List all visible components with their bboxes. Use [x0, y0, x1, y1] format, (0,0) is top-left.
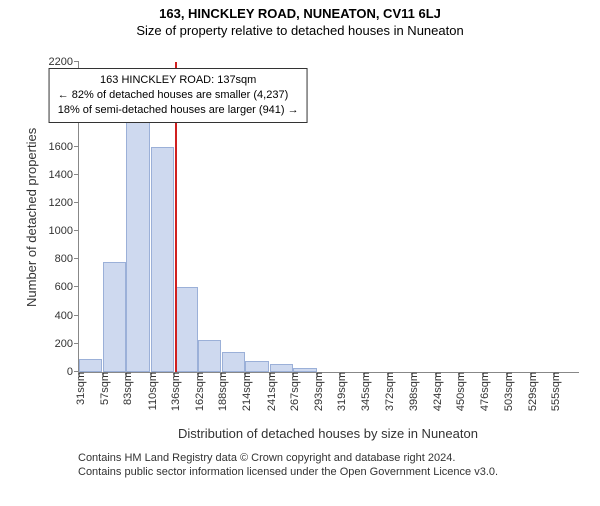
x-tick-label: 293sqm	[313, 372, 325, 411]
y-tick-label: 1600	[49, 141, 79, 153]
histogram-bar	[103, 262, 126, 372]
x-tick-label: 136sqm	[170, 372, 182, 411]
chart-subtitle: Size of property relative to detached ho…	[0, 23, 600, 38]
histogram-bar	[79, 359, 102, 372]
histogram-bar	[222, 352, 245, 372]
x-tick-label: 398sqm	[408, 372, 420, 411]
chart-plot-area: 0200400600800100012001400160018002000220…	[78, 62, 579, 373]
y-tick-label: 1200	[49, 197, 79, 209]
histogram-bar	[270, 364, 293, 372]
y-tick-label: 600	[55, 281, 79, 293]
x-tick-label: 345sqm	[360, 372, 372, 411]
histogram-bar	[175, 287, 198, 372]
x-tick-label: 503sqm	[503, 372, 515, 411]
histogram-bar	[198, 340, 221, 372]
y-tick-label: 1400	[49, 169, 79, 181]
attribution-footer: Contains HM Land Registry data © Crown c…	[78, 452, 498, 480]
y-tick-label: 800	[55, 253, 79, 265]
info-box-line: 18% of semi-detached houses are larger (…	[58, 103, 299, 118]
x-tick-label: 555sqm	[550, 372, 562, 411]
y-tick-label: 400	[55, 310, 79, 322]
y-axis-label: Number of detached properties	[24, 128, 39, 307]
x-tick-label: 241sqm	[266, 372, 278, 411]
x-tick-label: 214sqm	[241, 372, 253, 411]
x-tick-label: 319sqm	[336, 372, 348, 411]
x-axis-label: Distribution of detached houses by size …	[78, 426, 578, 441]
y-tick-label: 200	[55, 338, 79, 350]
x-tick-label: 372sqm	[384, 372, 396, 411]
info-box-line: 163 HINCKLEY ROAD: 137sqm	[58, 73, 299, 88]
info-box-line: ← 82% of detached houses are smaller (4,…	[58, 88, 299, 103]
x-tick-label: 476sqm	[479, 372, 491, 411]
x-tick-label: 450sqm	[455, 372, 467, 411]
footer-line: Contains public sector information licen…	[78, 466, 498, 480]
x-tick-label: 529sqm	[527, 372, 539, 411]
histogram-bar	[126, 116, 150, 372]
y-tick-label: 2200	[49, 56, 79, 68]
x-tick-label: 31sqm	[75, 372, 87, 405]
x-tick-label: 188sqm	[217, 372, 229, 411]
x-tick-label: 110sqm	[147, 372, 159, 410]
x-tick-label: 162sqm	[194, 372, 206, 411]
histogram-bar	[245, 361, 269, 372]
footer-line: Contains HM Land Registry data © Crown c…	[78, 452, 498, 466]
x-tick-label: 424sqm	[432, 372, 444, 411]
x-tick-label: 57sqm	[99, 372, 111, 405]
histogram-bar	[293, 368, 316, 372]
y-tick-label: 1000	[49, 225, 79, 237]
page-title: 163, HINCKLEY ROAD, NUNEATON, CV11 6LJ	[0, 6, 600, 21]
x-tick-label: 83sqm	[122, 372, 134, 405]
x-tick-label: 267sqm	[289, 372, 301, 411]
property-info-box: 163 HINCKLEY ROAD: 137sqm← 82% of detach…	[49, 68, 308, 123]
histogram-bar	[151, 147, 174, 372]
